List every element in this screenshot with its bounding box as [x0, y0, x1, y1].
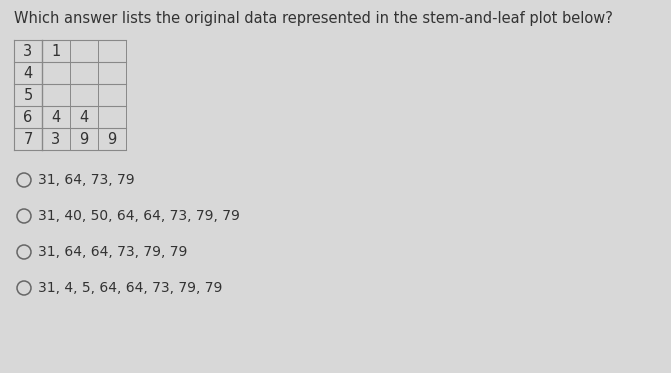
Text: 31, 64, 64, 73, 79, 79: 31, 64, 64, 73, 79, 79: [38, 245, 187, 259]
Text: 31, 64, 73, 79: 31, 64, 73, 79: [38, 173, 135, 187]
Text: 9: 9: [79, 132, 89, 147]
Text: 5: 5: [23, 88, 33, 103]
Text: 4: 4: [52, 110, 60, 125]
Text: 3: 3: [23, 44, 33, 59]
Text: Which answer lists the original data represented in the stem-and-leaf plot below: Which answer lists the original data rep…: [14, 10, 613, 25]
Text: 31, 4, 5, 64, 64, 73, 79, 79: 31, 4, 5, 64, 64, 73, 79, 79: [38, 281, 222, 295]
Text: 1: 1: [52, 44, 60, 59]
Text: 3: 3: [52, 132, 60, 147]
Text: 9: 9: [107, 132, 117, 147]
Text: 4: 4: [23, 66, 33, 81]
Text: 6: 6: [23, 110, 33, 125]
Text: 31, 40, 50, 64, 64, 73, 79, 79: 31, 40, 50, 64, 64, 73, 79, 79: [38, 209, 240, 223]
Text: 4: 4: [79, 110, 89, 125]
Text: 7: 7: [23, 132, 33, 147]
